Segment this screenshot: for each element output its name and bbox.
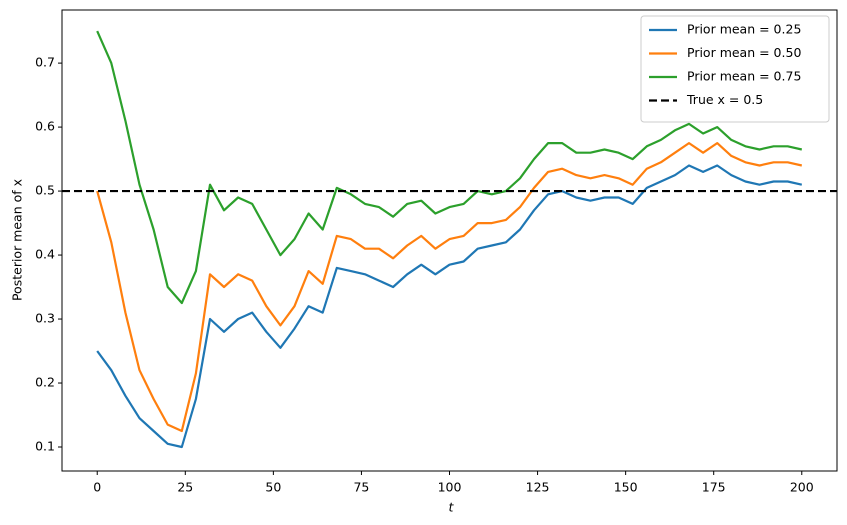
line-series bbox=[96, 30, 803, 305]
legend-label: Prior mean = 0.50 bbox=[687, 45, 801, 60]
x-tick-label: 150 bbox=[614, 480, 638, 495]
x-tick-label: 75 bbox=[353, 480, 369, 495]
x-axis-label: t bbox=[449, 500, 455, 515]
x-tick-label: 25 bbox=[177, 480, 193, 495]
x-tick-label: 125 bbox=[526, 480, 550, 495]
x-tick-label: 50 bbox=[265, 480, 281, 495]
x-tick-label: 200 bbox=[790, 480, 814, 495]
line-series bbox=[96, 142, 803, 433]
legend-label: True x = 0.5 bbox=[686, 92, 763, 107]
y-tick-label: 0.7 bbox=[35, 55, 55, 70]
y-tick-label: 0.1 bbox=[35, 439, 55, 454]
x-tick-label: 175 bbox=[702, 480, 726, 495]
x-tick-label: 100 bbox=[438, 480, 462, 495]
y-tick-label: 0.6 bbox=[35, 119, 55, 134]
y-tick-label: 0.4 bbox=[35, 247, 55, 262]
y-tick-label: 0.5 bbox=[35, 183, 55, 198]
y-tick-label: 0.3 bbox=[35, 311, 55, 326]
y-tick-label: 0.2 bbox=[35, 375, 55, 390]
line-series bbox=[96, 164, 803, 449]
x-tick-label: 0 bbox=[93, 480, 101, 495]
legend-label: Prior mean = 0.25 bbox=[687, 22, 801, 37]
plot-frame bbox=[61, 9, 838, 472]
legend-box bbox=[640, 15, 830, 123]
legend-label: Prior mean = 0.75 bbox=[687, 69, 801, 84]
y-axis-label: Posterior mean of x bbox=[10, 179, 25, 301]
